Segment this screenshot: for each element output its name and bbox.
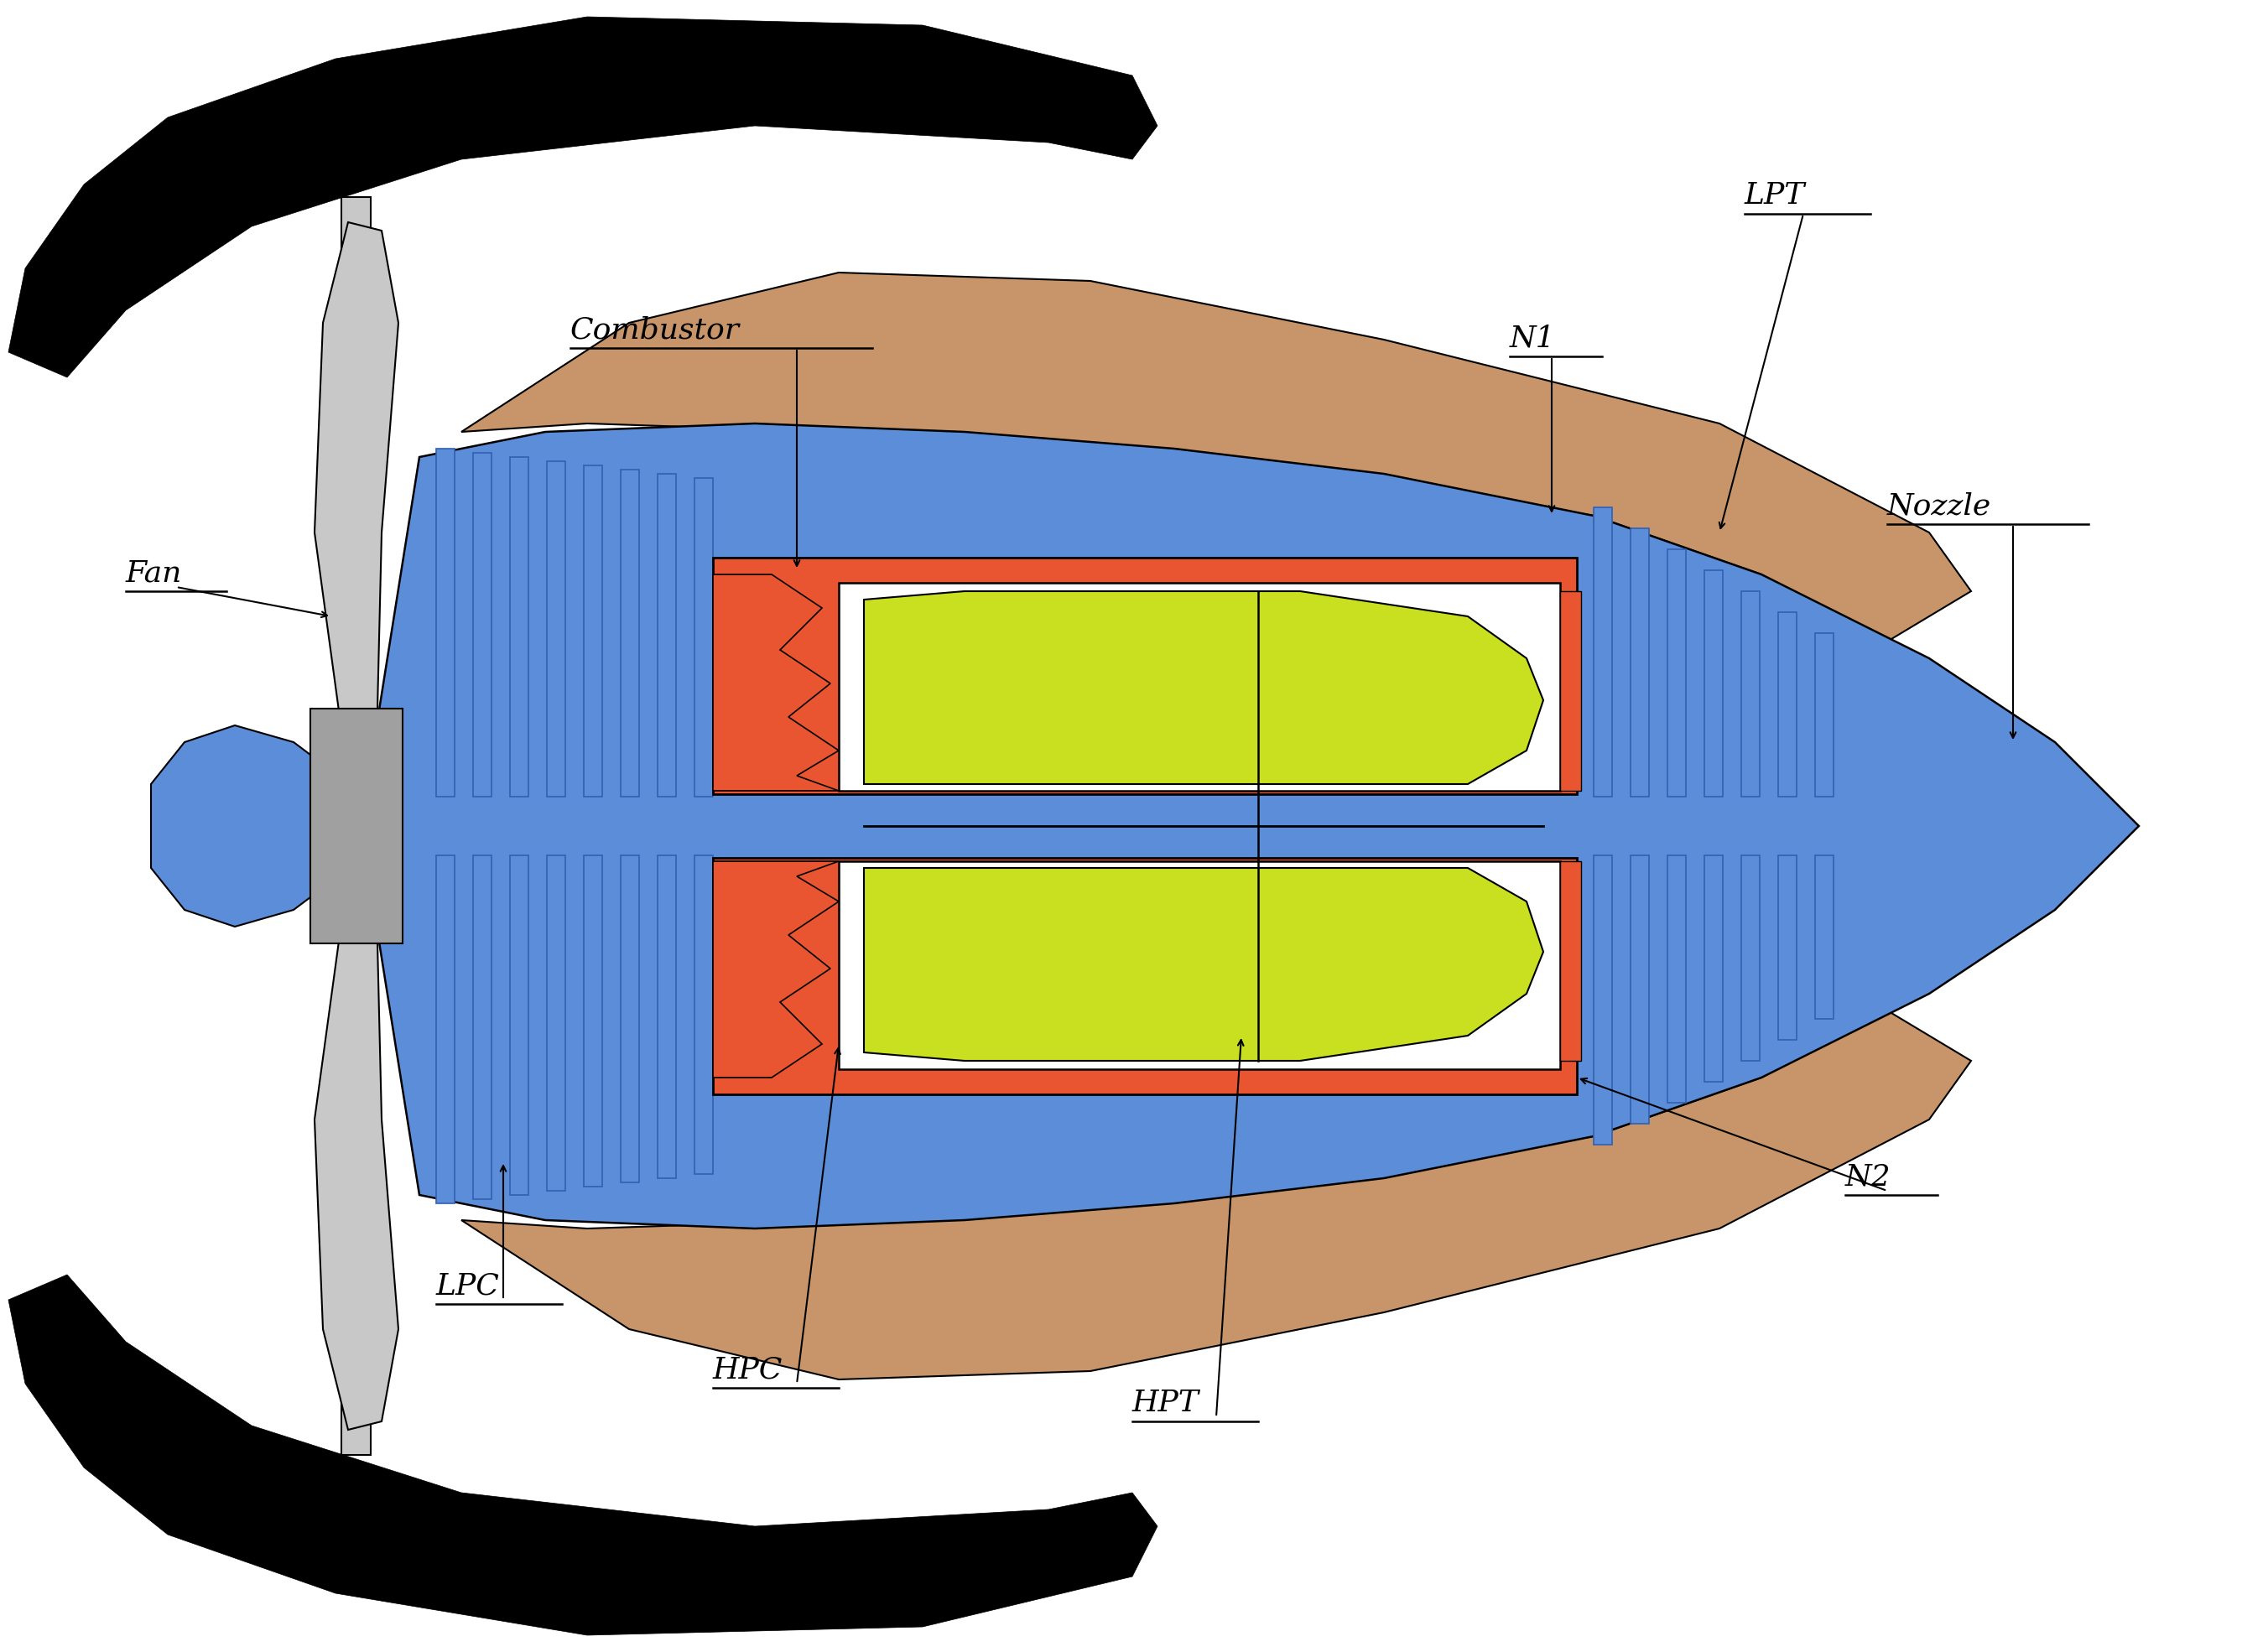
- Polygon shape: [1778, 856, 1796, 1039]
- Polygon shape: [621, 856, 639, 1183]
- Polygon shape: [9, 1275, 1157, 1635]
- Text: HPT: HPT: [1132, 1389, 1199, 1417]
- Text: N2: N2: [1845, 1163, 1890, 1191]
- Polygon shape: [150, 725, 361, 927]
- Polygon shape: [437, 449, 455, 796]
- Polygon shape: [1630, 856, 1650, 1123]
- Polygon shape: [863, 867, 1542, 1061]
- Polygon shape: [695, 856, 713, 1175]
- Polygon shape: [657, 856, 677, 1178]
- Polygon shape: [547, 461, 565, 796]
- Polygon shape: [1816, 633, 1834, 796]
- Polygon shape: [314, 223, 399, 717]
- Polygon shape: [462, 1011, 1971, 1379]
- Text: Fan: Fan: [126, 558, 182, 586]
- Text: LPT: LPT: [1744, 182, 1805, 210]
- Polygon shape: [713, 857, 1576, 1094]
- Polygon shape: [713, 861, 839, 1077]
- Polygon shape: [1742, 856, 1760, 1061]
- Text: Combustor: Combustor: [569, 316, 740, 344]
- Polygon shape: [1630, 529, 1650, 796]
- Text: HPC: HPC: [713, 1355, 782, 1384]
- Polygon shape: [695, 477, 713, 796]
- Polygon shape: [583, 856, 603, 1186]
- Polygon shape: [509, 458, 529, 796]
- Polygon shape: [863, 591, 1542, 785]
- Polygon shape: [9, 17, 1157, 377]
- Polygon shape: [1704, 570, 1722, 796]
- Polygon shape: [1594, 856, 1612, 1145]
- Polygon shape: [361, 423, 2139, 1229]
- Polygon shape: [314, 935, 399, 1429]
- Polygon shape: [341, 197, 372, 1455]
- Polygon shape: [1742, 591, 1760, 796]
- Polygon shape: [1560, 591, 1581, 791]
- Polygon shape: [509, 856, 529, 1194]
- Polygon shape: [1778, 613, 1796, 796]
- Polygon shape: [547, 856, 565, 1191]
- Polygon shape: [1704, 856, 1722, 1082]
- Polygon shape: [839, 861, 1560, 1069]
- Text: Nozzle: Nozzle: [1888, 491, 1991, 520]
- Polygon shape: [437, 856, 455, 1203]
- Polygon shape: [1816, 856, 1834, 1019]
- Polygon shape: [839, 583, 1560, 791]
- Polygon shape: [583, 466, 603, 796]
- Polygon shape: [621, 469, 639, 796]
- Polygon shape: [1668, 548, 1686, 796]
- Polygon shape: [473, 453, 491, 796]
- Polygon shape: [309, 709, 404, 943]
- Polygon shape: [1560, 861, 1581, 1061]
- Polygon shape: [713, 575, 839, 791]
- Polygon shape: [657, 474, 677, 796]
- Polygon shape: [462, 273, 1971, 641]
- Polygon shape: [473, 856, 491, 1199]
- Polygon shape: [713, 558, 1576, 795]
- Text: N1: N1: [1509, 324, 1556, 352]
- Polygon shape: [1668, 856, 1686, 1104]
- Polygon shape: [1594, 507, 1612, 796]
- Text: LPC: LPC: [437, 1272, 500, 1300]
